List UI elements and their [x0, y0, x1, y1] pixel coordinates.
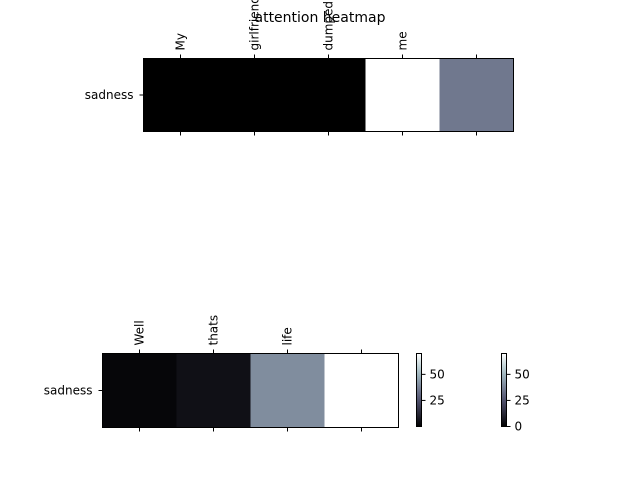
heatmap-cell [250, 353, 325, 428]
colorbar-tick-label: 25 [430, 393, 445, 407]
x-tick-label: Well [133, 320, 147, 345]
x-tick-label: me [396, 31, 410, 50]
y-tick-label: sadness [44, 384, 93, 398]
heatmap-cell [365, 58, 440, 132]
colorbar-tick-label: 25 [515, 393, 530, 407]
x-tick-label: life [281, 327, 295, 345]
heatmap-cell [324, 353, 399, 428]
heatmap-1: My girlfriend dumped me sadness [85, 0, 514, 136]
chart-title: attention heatmap [255, 10, 386, 26]
colorbar-2: 0 25 50 [501, 353, 530, 434]
x-tick-label: thats [207, 315, 221, 346]
colorbar-tick-label: 0 [515, 420, 523, 434]
colorbar-1: 25 50 [416, 353, 445, 427]
colorbar-gradient [416, 353, 422, 427]
x-tick-label: dumped [322, 1, 336, 51]
colorbar-tick-label: 50 [515, 367, 530, 381]
heatmap-2: Well thats life sadness [44, 315, 399, 432]
colorbar-tick-label: 50 [430, 367, 445, 381]
heatmap-cell [291, 58, 366, 132]
heatmap-cell [217, 58, 292, 132]
heatmap-cell [176, 353, 251, 428]
heatmap-cell [439, 58, 514, 132]
y-tick-label: sadness [85, 88, 134, 102]
x-tick-label: My [174, 33, 188, 50]
x-tick-label: girlfriend [248, 0, 262, 51]
heatmap-cell [102, 353, 177, 428]
colorbar-gradient [501, 353, 507, 427]
heatmap-cell [143, 58, 218, 132]
